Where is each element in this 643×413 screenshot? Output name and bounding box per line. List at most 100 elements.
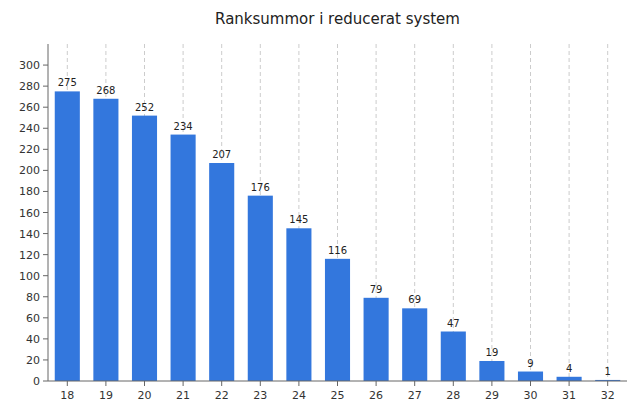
data-label: 145	[289, 214, 308, 225]
y-tick	[43, 170, 48, 171]
y-tick-label: 300	[19, 59, 40, 72]
x-tick	[376, 381, 377, 386]
y-tick	[43, 338, 48, 339]
bar	[286, 228, 311, 381]
x-tick	[105, 381, 106, 386]
x-tick-label: 20	[138, 389, 152, 402]
data-label: 9	[527, 358, 533, 369]
x-tick	[298, 381, 299, 386]
y-tick-label: 140	[19, 228, 40, 241]
data-label: 176	[251, 182, 270, 193]
title: Ranksummor i reducerat system	[215, 10, 460, 28]
y-tick	[43, 149, 48, 150]
grid-line	[607, 44, 608, 381]
x-tick-label: 18	[60, 389, 74, 402]
y-tick	[43, 86, 48, 87]
x-tick-label: 27	[408, 389, 422, 402]
y-tick-label: 80	[26, 291, 40, 304]
grid-line	[453, 44, 454, 381]
y-tick-label: 200	[19, 164, 40, 177]
x-tick	[260, 381, 261, 386]
bar	[479, 361, 504, 381]
y-tick-label: 160	[19, 207, 40, 220]
data-label: 275	[58, 77, 77, 88]
x-tick-label: 21	[176, 389, 190, 402]
y-tick	[43, 107, 48, 108]
x-tick	[144, 381, 145, 386]
data-label: 79	[370, 284, 383, 295]
y-tick	[43, 65, 48, 66]
x-tick-label: 24	[292, 389, 306, 402]
x-tick	[453, 381, 454, 386]
x-tick-label: 22	[215, 389, 229, 402]
x-tick	[221, 381, 222, 386]
chart-svg: Ranksummor i reducerat system 0 20 40 60 80 10…	[0, 0, 643, 413]
y-tick-label: 60	[26, 312, 40, 325]
data-label: 47	[447, 318, 460, 329]
bar	[364, 298, 389, 381]
x-tick	[530, 381, 531, 386]
y-tick	[43, 359, 48, 360]
bar	[209, 163, 234, 381]
y-tick	[43, 317, 48, 318]
y-tick-label: 180	[19, 185, 40, 198]
x-tick	[569, 381, 570, 386]
y-tick-label: 0	[33, 375, 40, 388]
data-label: 1	[605, 366, 611, 377]
bar	[55, 91, 80, 381]
y-tick	[43, 381, 48, 382]
data-label: 252	[135, 102, 154, 113]
bar	[518, 372, 543, 381]
data-label: 116	[328, 245, 347, 256]
y-axis-line	[48, 44, 49, 381]
x-tick	[183, 381, 184, 386]
bar	[325, 259, 350, 381]
bar	[248, 196, 273, 381]
y-tick	[43, 212, 48, 213]
x-tick	[337, 381, 338, 386]
bar	[441, 332, 466, 381]
data-label: 207	[212, 149, 231, 160]
x-tick	[67, 381, 68, 386]
y-tick-label: 40	[26, 333, 40, 346]
y-tick-label: 120	[19, 249, 40, 262]
x-tick-label: 26	[369, 389, 383, 402]
y-tick-label: 260	[19, 101, 40, 114]
x-tick-label: 30	[524, 389, 538, 402]
x-tick-label: 32	[601, 389, 615, 402]
y-tick	[43, 233, 48, 234]
x-tick-label: 31	[562, 389, 576, 402]
y-tick-label: 20	[26, 354, 40, 367]
y-tick	[43, 254, 48, 255]
bar	[171, 135, 196, 381]
chart-container: Ranksummor i reducerat system 0 20 40 60 80 10…	[0, 0, 643, 413]
data-label: 234	[174, 121, 193, 132]
data-label: 268	[96, 85, 115, 96]
y-tick	[43, 296, 48, 297]
data-label: 4	[566, 363, 572, 374]
y-tick-label: 280	[19, 80, 40, 93]
x-tick-label: 29	[485, 389, 499, 402]
bar	[557, 377, 582, 381]
x-tick-label: 23	[253, 389, 267, 402]
grid-line	[569, 44, 570, 381]
y-tick-label: 220	[19, 143, 40, 156]
x-tick-label: 19	[99, 389, 113, 402]
bar	[132, 116, 157, 381]
y-tick-label: 100	[19, 270, 40, 283]
x-tick-label: 28	[446, 389, 460, 402]
y-tick	[43, 191, 48, 192]
y-tick	[43, 275, 48, 276]
bar	[402, 308, 427, 381]
x-tick	[491, 381, 492, 386]
x-tick	[414, 381, 415, 386]
y-tick-label: 240	[19, 122, 40, 135]
bar	[93, 99, 118, 381]
x-axis-line	[48, 381, 627, 382]
x-tick	[607, 381, 608, 386]
bars	[55, 91, 620, 381]
grid-line	[530, 44, 531, 381]
grid-line	[491, 44, 492, 381]
data-label: 19	[486, 347, 499, 358]
data-label: 69	[408, 294, 421, 305]
